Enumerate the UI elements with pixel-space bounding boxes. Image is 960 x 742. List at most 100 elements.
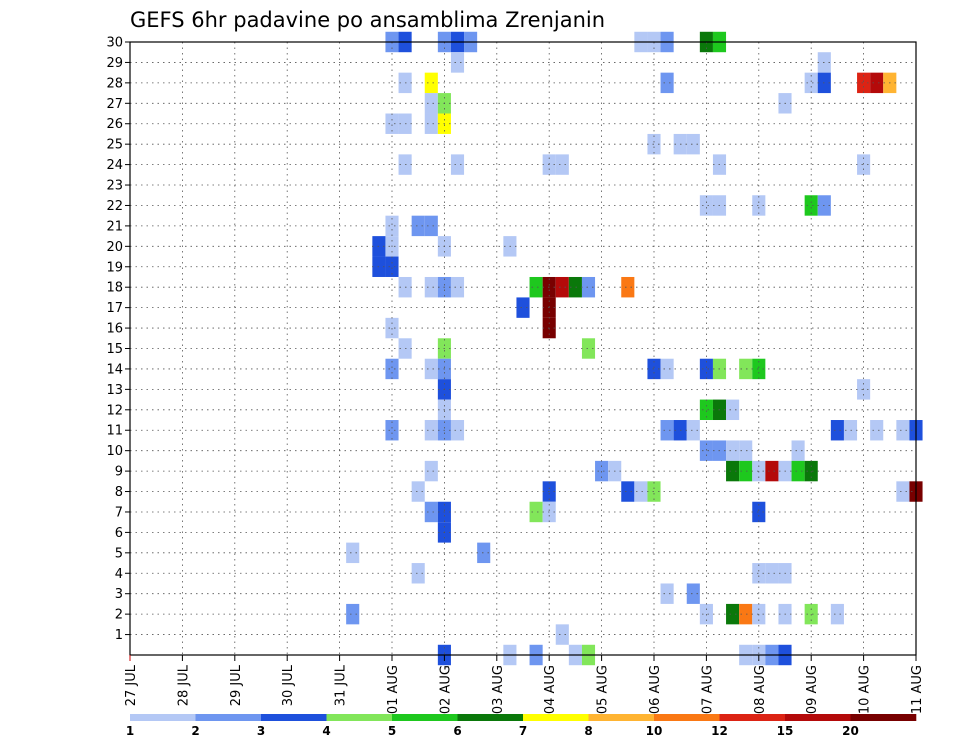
precip-cell [660, 358, 674, 380]
precip-cell [830, 420, 844, 441]
legend-swatch [588, 714, 655, 721]
plot-frame [129, 41, 917, 656]
legend-label: 20 [842, 724, 859, 738]
cells-layer [346, 31, 923, 666]
precip-cell [726, 603, 740, 625]
x-tick-label: 07 AUG [700, 665, 715, 714]
legend-swatch [195, 714, 262, 721]
legend-swatch [654, 714, 720, 721]
color-legend: 1 2 3 4 5 6 7 8 10 12 15 20 [126, 714, 917, 738]
y-tick-label: 8 [115, 485, 123, 500]
precip-cell [857, 72, 871, 94]
y-tick-label: 14 [106, 362, 123, 377]
legend-label: 2 [191, 724, 199, 738]
legend-swatch [261, 714, 327, 721]
precip-cell [424, 113, 438, 134]
precip-cell [870, 72, 884, 94]
precip-cell [411, 563, 425, 584]
precip-cell [830, 603, 844, 625]
legend-label: 8 [584, 724, 592, 738]
y-tick-label: 6 [115, 526, 123, 541]
precip-cell [634, 481, 648, 502]
precip-cell [450, 276, 465, 298]
precip-cell [804, 72, 818, 94]
x-axis: 27 JUL 28 JUL 29 JUL 30 JUL 31 JUL 01 AUG 02 A… [124, 655, 925, 714]
legend-swatch [392, 714, 458, 721]
legend-label: 7 [519, 724, 527, 738]
x-tick-label: 10 AUG [858, 665, 873, 714]
y-tick-label: 9 [115, 465, 123, 480]
y-tick-label: 24 [106, 158, 123, 173]
y-tick-label: 22 [106, 199, 123, 214]
y-tick-label: 20 [106, 240, 123, 255]
y-tick-label: 30 [106, 36, 123, 51]
precip-cell [896, 420, 910, 441]
y-tick-label: 12 [106, 403, 123, 418]
precip-cell [346, 603, 360, 625]
x-tick-label: 01 AUG [386, 665, 401, 714]
x-tick-label: 28 JUL [176, 664, 191, 706]
precip-cell [424, 358, 438, 380]
precip-cell [529, 276, 543, 298]
y-tick-label: 10 [106, 444, 123, 459]
legend-label: 10 [646, 724, 663, 738]
x-tick-label: 30 JUL [281, 664, 296, 706]
precip-cell [424, 460, 438, 482]
y-tick-label: 17 [106, 301, 123, 316]
precip-cell [726, 440, 740, 461]
legend-label: 3 [257, 724, 265, 738]
precip-cell [621, 481, 635, 502]
x-tick-label: 29 JUL [229, 664, 244, 706]
precip-cell [739, 603, 753, 625]
precip-cell [699, 440, 713, 461]
precip-cell [660, 583, 674, 604]
precip-cell [870, 420, 884, 441]
precip-cell [699, 399, 713, 421]
y-tick-label: 18 [106, 281, 123, 296]
precip-cell [385, 215, 399, 237]
precip-cell [857, 154, 871, 175]
y-tick-label: 29 [106, 56, 123, 71]
grid-layer [130, 42, 916, 655]
precip-cell [346, 542, 360, 564]
legend-label: 6 [453, 724, 461, 738]
x-tick-label: 27 JUL [124, 664, 139, 706]
x-tick-label: 03 AUG [491, 665, 506, 714]
precip-cell [739, 460, 753, 482]
legend-swatch [326, 714, 393, 721]
precip-cell [896, 481, 910, 502]
precip-cell [385, 256, 399, 277]
precip-cell [791, 440, 805, 461]
x-tick-label: 31 JUL [334, 664, 349, 706]
y-tick-label: 11 [106, 424, 123, 439]
precip-cell [424, 420, 438, 441]
precip-cell [660, 72, 674, 94]
precip-cell [765, 563, 779, 584]
precip-cell [555, 154, 569, 175]
x-tick-label: 09 AUG [805, 665, 820, 714]
precip-cell [739, 358, 753, 380]
precip-cell [424, 93, 438, 114]
y-tick-label: 21 [106, 219, 123, 234]
precip-cell [765, 460, 779, 482]
x-tick-label: 04 AUG [543, 665, 558, 714]
precip-cell [791, 460, 805, 482]
precip-cell [621, 276, 635, 298]
precip-cell [752, 563, 766, 584]
precip-cell [581, 338, 596, 359]
legend-swatch [719, 714, 786, 721]
precip-cell [385, 113, 399, 134]
legend-label: 12 [711, 724, 728, 738]
legend-label: 15 [777, 724, 794, 738]
precip-cell [581, 276, 596, 298]
y-tick-label: 3 [115, 587, 123, 602]
y-tick-label: 19 [106, 260, 123, 275]
x-tick-label: 06 AUG [648, 665, 663, 714]
precip-cell [699, 195, 713, 216]
legend-label: 1 [126, 724, 134, 738]
precip-cell [411, 215, 425, 237]
precip-cell [686, 133, 700, 155]
legend-label: 5 [388, 724, 396, 738]
precip-cell [660, 420, 674, 441]
